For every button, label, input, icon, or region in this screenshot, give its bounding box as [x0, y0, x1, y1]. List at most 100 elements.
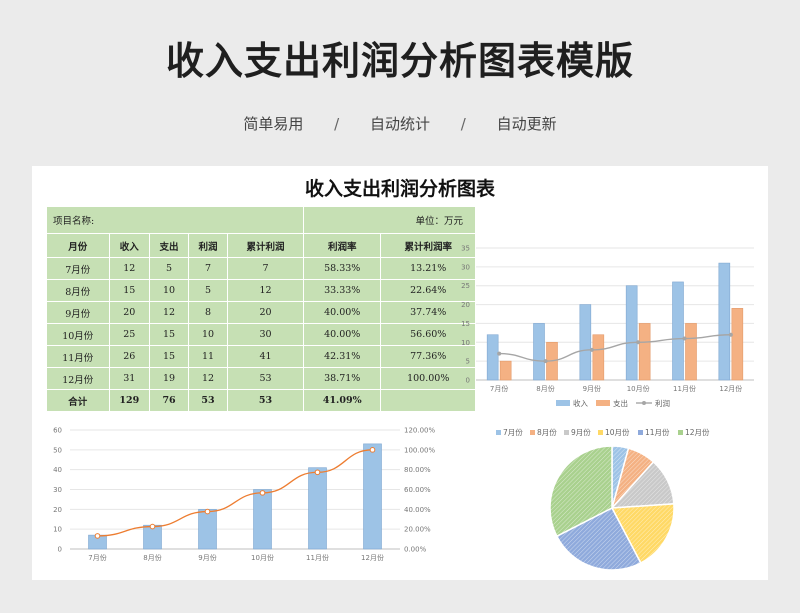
income-bar: [672, 281, 684, 381]
income-bar: [718, 262, 731, 381]
x-tick-label: 11月份: [306, 553, 329, 562]
table-cell[interactable]: 53: [227, 367, 304, 390]
table-cell[interactable]: 7月份: [46, 257, 110, 280]
column-header[interactable]: 月份: [46, 233, 110, 258]
table-cell[interactable]: 22.64%: [380, 279, 476, 302]
y-tick-label: 30: [53, 486, 62, 494]
x-tick-label: 11月份: [673, 384, 696, 393]
unit-label: 单位：万元: [302, 206, 477, 234]
table-cell[interactable]: 38.71%: [302, 367, 382, 390]
tag-separator: /: [460, 115, 466, 133]
table-cell[interactable]: 25: [108, 323, 151, 346]
table-cell[interactable]: 5: [188, 279, 229, 302]
feature-tag-easy: 简单易用: [243, 115, 304, 133]
column-header[interactable]: 利润率: [302, 233, 382, 258]
legend-swatch: [638, 430, 643, 435]
total-cell[interactable]: 53: [188, 389, 229, 412]
table-cell[interactable]: 7: [188, 257, 229, 280]
total-cell[interactable]: 41.09%: [302, 389, 382, 412]
table-cell[interactable]: 41: [227, 345, 304, 368]
feature-tags: 简单易用 / 自动统计 / 自动更新: [0, 113, 800, 134]
table-cell[interactable]: 20: [227, 301, 304, 324]
column-header[interactable]: 收入: [108, 233, 151, 258]
cumulative-rate-line: [97, 449, 373, 537]
table-cell[interactable]: 12: [108, 257, 151, 280]
column-header[interactable]: 支出: [149, 233, 190, 258]
feature-tag-auto-update: 自动更新: [496, 115, 557, 133]
legend-swatch: [678, 430, 683, 435]
table-cell[interactable]: 8: [188, 301, 229, 324]
table-cell[interactable]: 15: [108, 279, 151, 302]
table-cell[interactable]: 58.33%: [302, 257, 382, 280]
y-tick-label: 5: [466, 358, 470, 366]
table-cell[interactable]: 12: [227, 279, 304, 302]
table-cell[interactable]: 10: [149, 279, 190, 302]
table-cell[interactable]: 40.00%: [302, 323, 382, 346]
project-name-label[interactable]: 项目名称:: [46, 206, 304, 234]
table-cell[interactable]: 12: [149, 301, 190, 324]
y-tick-label: 20: [461, 301, 470, 309]
profit-point: [682, 336, 687, 341]
legend-swatch: [496, 430, 501, 435]
total-cell[interactable]: 76: [149, 389, 190, 412]
table-cell[interactable]: 12月份: [46, 367, 110, 390]
x-tick-label: 8月份: [536, 384, 554, 393]
table-cell[interactable]: 100.00%: [380, 367, 476, 390]
y2-tick-label: 40.00%: [404, 506, 431, 514]
table-meta-row: 项目名称: 单位：万元: [46, 206, 477, 234]
table-cell[interactable]: 15: [149, 345, 190, 368]
table-cell[interactable]: 9月份: [46, 301, 110, 324]
table-cell[interactable]: 20: [108, 301, 151, 324]
cumulative-profit-bar: [308, 467, 327, 550]
expense-bar: [499, 360, 512, 381]
table-cell[interactable]: 19: [149, 367, 190, 390]
total-cell[interactable]: [380, 389, 476, 412]
table-cell[interactable]: 40.00%: [302, 301, 382, 324]
column-header[interactable]: 累计利润: [227, 233, 304, 258]
table-cell[interactable]: 42.31%: [302, 345, 382, 368]
expense-bar: [731, 308, 744, 381]
table-cell[interactable]: 10月份: [46, 323, 110, 346]
table-cell[interactable]: 12: [188, 367, 229, 390]
total-cell[interactable]: 合计: [46, 389, 110, 412]
profit-line: [499, 334, 731, 362]
table-cell[interactable]: 30: [227, 323, 304, 346]
total-cell[interactable]: 129: [108, 389, 151, 412]
income-bar: [533, 323, 545, 381]
table-cell[interactable]: 11月份: [46, 345, 110, 368]
table-cell[interactable]: 56.60%: [380, 323, 476, 346]
profit-point: [728, 332, 733, 337]
table-cell[interactable]: 11: [188, 345, 229, 368]
cumulative-profit-bar: [363, 443, 382, 550]
pie-slice: [555, 506, 642, 571]
y-tick-label: 30: [461, 263, 470, 271]
sheet-title: 收入支出利润分析图表: [304, 178, 495, 200]
income-bar: [625, 285, 638, 381]
table-cell[interactable]: 33.33%: [302, 279, 382, 302]
table-cell[interactable]: 15: [149, 323, 190, 346]
table-cell[interactable]: 5: [149, 257, 190, 280]
table-row: 9月份 20 12 8 20 40.00% 37.74%: [46, 301, 476, 324]
table-cell[interactable]: 7: [227, 257, 304, 280]
table-cell[interactable]: 31: [108, 367, 151, 390]
legend-label-profit: 利润: [655, 398, 670, 408]
profit-point: [497, 351, 502, 356]
table-cell[interactable]: 8月份: [46, 279, 110, 302]
total-cell[interactable]: 53: [227, 389, 304, 412]
cumulative-rate-point: [94, 533, 101, 539]
column-header[interactable]: 累计利润率: [380, 233, 476, 258]
legend-swatch: [530, 430, 535, 435]
table-header-row: 月份 收入 支出 利润 累计利润 利润率 累计利润率: [46, 233, 476, 258]
y-tick-label: 25: [461, 282, 470, 290]
x-tick-label: 12月份: [361, 553, 384, 562]
cumulative-profit-pie-chart: 7月份 8月份 9月份 10月份 11月份 12月份: [496, 427, 710, 571]
cumulative-rate-point: [149, 523, 156, 530]
x-tick-label: 10月份: [251, 553, 274, 562]
spreadsheet-sheet: 收入支出利润分析图表 项目名称: 单位：万元 月份 收入 支出 利润 累计利润 利润率 累计…: [32, 166, 768, 580]
expense-bar: [638, 323, 651, 381]
table-cell[interactable]: 26: [108, 345, 151, 368]
column-header[interactable]: 利润: [188, 233, 229, 258]
table-cell[interactable]: 10: [188, 323, 229, 346]
cumulative-rate-point: [369, 447, 376, 453]
